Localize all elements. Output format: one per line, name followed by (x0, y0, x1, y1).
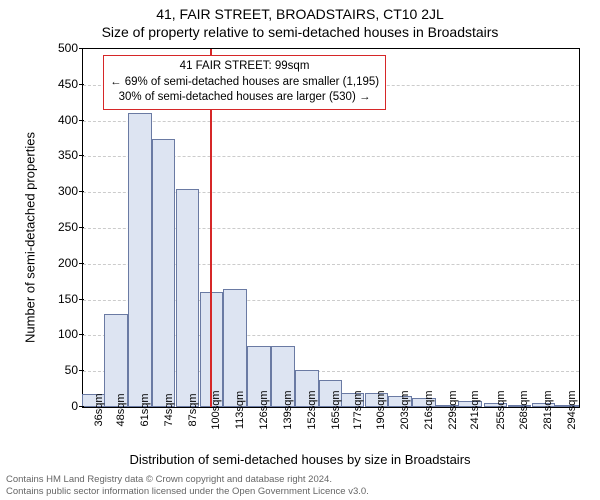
annotation-line-3: 30% of semi-detached houses are larger (… (110, 90, 379, 106)
y-axis-label: Number of semi-detached properties (23, 68, 38, 408)
x-tick-label: 241sqm (469, 390, 481, 430)
y-tick-label: 150 (38, 292, 78, 306)
x-tick-label: 216sqm (423, 390, 435, 430)
x-tick-label: 165sqm (330, 390, 342, 430)
y-tick-label: 350 (38, 148, 78, 162)
footer-attribution: Contains HM Land Registry data © Crown c… (6, 474, 369, 498)
annotation-line-1: 41 FAIR STREET: 99sqm (110, 59, 379, 75)
x-tick-label: 100sqm (210, 390, 222, 430)
chart-container: 41, FAIR STREET, BROADSTAIRS, CT10 2JL S… (0, 0, 600, 500)
x-tick-label: 74sqm (163, 390, 175, 430)
x-tick-label: 113sqm (234, 390, 246, 430)
y-tick-label: 250 (38, 220, 78, 234)
x-tick-label: 281sqm (542, 390, 554, 430)
y-tick-label: 100 (38, 327, 78, 341)
annotation-box: 41 FAIR STREET: 99sqm ← 69% of semi-deta… (103, 55, 386, 110)
histogram-bar (128, 113, 152, 407)
x-tick-label: 48sqm (115, 390, 127, 430)
y-tick-label: 300 (38, 184, 78, 198)
footer-line-2: Contains public sector information licen… (6, 486, 369, 498)
y-tick-label: 200 (38, 256, 78, 270)
y-tick-label: 0 (38, 399, 78, 413)
x-tick-label: 36sqm (93, 390, 105, 430)
x-tick-label: 61sqm (139, 390, 151, 430)
x-tick-label: 268sqm (518, 390, 530, 430)
y-tick-label: 500 (38, 41, 78, 55)
chart-title-sub: Size of property relative to semi-detach… (0, 24, 600, 40)
chart-title-main: 41, FAIR STREET, BROADSTAIRS, CT10 2JL (0, 6, 600, 22)
footer-line-1: Contains HM Land Registry data © Crown c… (6, 474, 369, 486)
x-axis-label: Distribution of semi-detached houses by … (0, 452, 600, 467)
y-tick-label: 450 (38, 77, 78, 91)
x-tick-label: 126sqm (258, 390, 270, 430)
x-tick-label: 152sqm (306, 390, 318, 430)
x-tick-label: 203sqm (399, 390, 411, 430)
histogram-bar (152, 139, 176, 408)
y-tick-label: 50 (38, 363, 78, 377)
histogram-bar (176, 189, 200, 407)
x-tick-label: 255sqm (495, 390, 507, 430)
x-tick-label: 139sqm (282, 390, 294, 430)
x-tick-label: 177sqm (352, 390, 364, 430)
x-tick-label: 190sqm (375, 390, 387, 430)
y-tick-label: 400 (38, 113, 78, 127)
x-tick-label: 87sqm (187, 390, 199, 430)
annotation-line-2: ← 69% of semi-detached houses are smalle… (110, 75, 379, 91)
x-tick-label: 229sqm (447, 390, 459, 430)
gridline (83, 121, 579, 122)
x-tick-label: 294sqm (566, 390, 578, 430)
plot-area: 41 FAIR STREET: 99sqm ← 69% of semi-deta… (82, 48, 580, 408)
